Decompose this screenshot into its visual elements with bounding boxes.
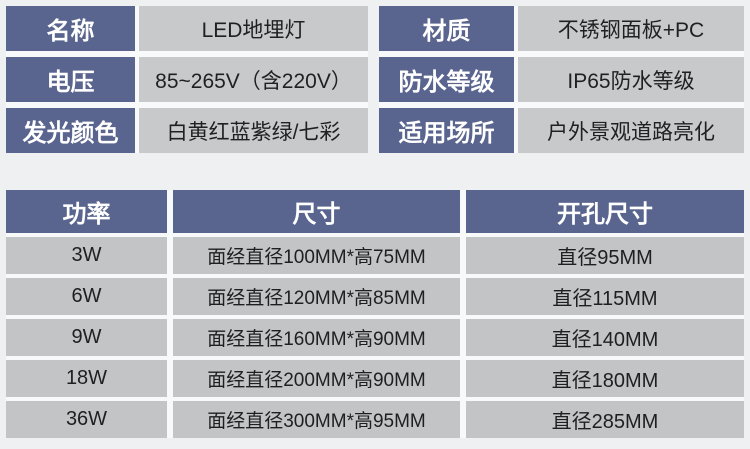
spec-group-left: 名称 LED地埋灯 电压 85~265V（含220V） 发光颜色 白黄红蓝紫绿/… bbox=[6, 6, 368, 153]
table-cell-size: 面经直径200MM*高90MM bbox=[173, 360, 460, 397]
table-cell-hole: 直径140MM bbox=[466, 319, 744, 356]
spec-label-waterproof: 防水等级 bbox=[379, 57, 514, 102]
spec-group-right: 材质 不锈钢面板+PC 防水等级 IP65防水等级 适用场所 户外景观道路亮化 bbox=[379, 6, 744, 153]
spec-label-light-color: 发光颜色 bbox=[6, 108, 135, 153]
table-cell-size: 面经直径300MM*高95MM bbox=[173, 401, 460, 438]
table-cell-power: 9W bbox=[6, 319, 167, 356]
spec-value-application: 户外景观道路亮化 bbox=[518, 108, 744, 153]
spec-value-name: LED地埋灯 bbox=[139, 6, 368, 51]
table-cell-hole: 直径180MM bbox=[466, 360, 744, 397]
table-cell-power: 6W bbox=[6, 278, 167, 315]
spec-label-name: 名称 bbox=[6, 6, 135, 51]
table-header-hole-size: 开孔尺寸 bbox=[466, 190, 744, 233]
table-header-power: 功率 bbox=[6, 190, 167, 233]
table-cell-size: 面经直径120MM*高85MM bbox=[173, 278, 460, 315]
table-cell-size: 面经直径160MM*高90MM bbox=[173, 319, 460, 356]
spec-value-material: 不锈钢面板+PC bbox=[518, 6, 744, 51]
table-header-size: 尺寸 bbox=[173, 190, 460, 233]
power-size-table: 功率 尺寸 开孔尺寸 3W 面经直径100MM*高75MM 直径95MM 6W … bbox=[6, 190, 744, 438]
spec-label-application: 适用场所 bbox=[379, 108, 514, 153]
table-cell-size: 面经直径100MM*高75MM bbox=[173, 237, 460, 274]
table-cell-power: 3W bbox=[6, 237, 167, 274]
spec-value-light-color: 白黄红蓝紫绿/七彩 bbox=[139, 108, 368, 153]
table-cell-hole: 直径285MM bbox=[466, 401, 744, 438]
table-cell-hole: 直径95MM bbox=[466, 237, 744, 274]
table-cell-power: 18W bbox=[6, 360, 167, 397]
spec-label-material: 材质 bbox=[379, 6, 514, 51]
spec-label-voltage: 电压 bbox=[6, 57, 135, 102]
table-cell-power: 36W bbox=[6, 401, 167, 438]
table-cell-hole: 直径115MM bbox=[466, 278, 744, 315]
spec-value-waterproof: IP65防水等级 bbox=[518, 57, 744, 102]
spec-value-voltage: 85~265V（含220V） bbox=[139, 57, 368, 102]
